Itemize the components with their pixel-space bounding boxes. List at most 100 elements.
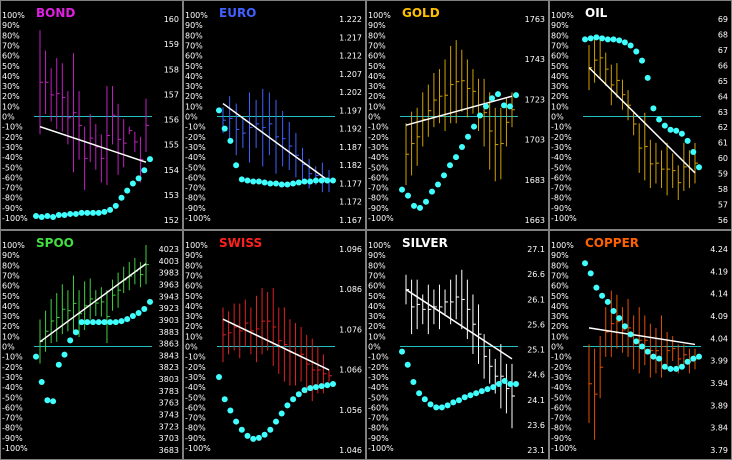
oscillator-dot [465, 133, 471, 140]
oscillator-tick-label: -10% [368, 353, 389, 362]
oscillator-dot [295, 391, 302, 398]
oscillator-tick-label: 60% [551, 282, 569, 291]
oscillator-dot [227, 137, 234, 144]
oscillator-tick-label: 10% [368, 332, 386, 341]
price-tick-label: 24.1 [527, 396, 545, 405]
oscillator-tick-label: 70% [368, 41, 386, 50]
oscillator-dot [433, 404, 440, 411]
oscillator-dot [33, 212, 39, 219]
oscillator-tick-label: 0% [185, 343, 198, 352]
oscillator-tick-label: -60% [185, 173, 206, 182]
oscillator-tick-label: 0% [551, 113, 564, 122]
oscillator-tick-label: -20% [368, 133, 389, 142]
oscillator-dot [233, 162, 240, 169]
oscillator-tick-label: 0% [368, 343, 381, 352]
oscillator-tick-label: -70% [368, 184, 389, 193]
price-tick-label: 1.056 [339, 406, 362, 415]
oscillator-tick-label: -30% [551, 373, 572, 382]
oscillator-tick-label: 40% [368, 72, 386, 81]
oscillator-dot [318, 177, 325, 184]
oscillator-tick-label: 0% [185, 113, 198, 122]
oscillator-tick-label: -30% [368, 143, 389, 152]
price-tick-label: 1.167 [339, 216, 362, 225]
price-tick-label: 3943 [159, 292, 179, 301]
oscillator-tick-label: -40% [551, 153, 572, 162]
oscillator-dot [644, 348, 651, 355]
oscillator-dot [639, 343, 645, 350]
oscillator-dot [661, 122, 668, 129]
price-tick-label: 62 [718, 123, 728, 132]
oscillator-dot [673, 365, 680, 372]
oscillator-dot [55, 361, 62, 368]
chart-panel-gold: 100%90%80%70% 60%50%40%30%20%10% 0%-10%-20… [366, 0, 549, 230]
oscillator-tick-label: 20% [368, 322, 386, 331]
chart-title: EURO [219, 6, 256, 20]
oscillator-dot [307, 178, 314, 185]
oscillator-dot [101, 208, 108, 215]
oscillator-tick-label: 80% [2, 31, 20, 40]
price-tick-label: 3.79 [710, 446, 728, 455]
price-tick-label: 56 [718, 216, 728, 225]
oscillator-dot [610, 307, 617, 314]
oscillator-dot [604, 36, 611, 43]
oscillator-dot [72, 210, 79, 217]
oscillator-dot [84, 319, 91, 326]
oscillator-dot [129, 180, 136, 187]
oscillator-dot [501, 102, 507, 109]
price-tick-label: 23.1 [527, 446, 545, 455]
oscillator-dot [330, 177, 336, 184]
price-tick-label: 3783 [159, 387, 179, 396]
oscillator-dot [690, 149, 697, 156]
oscillator-dot [604, 298, 611, 305]
price-tick-label: 156 [164, 116, 179, 125]
oscillator-dot [101, 319, 108, 326]
oscillator-tick-label: -10% [551, 353, 572, 362]
price-tick-label: 1.217 [339, 33, 362, 42]
oscillator-dot [411, 202, 417, 209]
panel-border [549, 0, 732, 230]
oscillator-dot [438, 404, 445, 411]
price-tick-label: 3.94 [710, 379, 728, 388]
oscillator-dot [147, 156, 153, 163]
price-tick-label: 27.1 [527, 245, 545, 254]
oscillator-tick-label: 90% [551, 251, 569, 260]
oscillator-tick-label: -60% [368, 403, 389, 412]
oscillator-dot [661, 363, 668, 370]
oscillator-dot [227, 407, 234, 414]
price-tick-label: 155 [164, 141, 179, 150]
oscillator-dot [141, 167, 148, 174]
oscillator-dot [238, 176, 245, 183]
price-tick-label: 1763 [525, 15, 545, 24]
oscillator-tick-label: -60% [551, 173, 572, 182]
oscillator-dot [84, 209, 91, 216]
oscillator-dot [141, 305, 148, 312]
chart-panel-swiss: 100%90%80%70% 60%50%40%30%20%10% 0%-10%-20… [183, 230, 366, 460]
oscillator-tick-label: 70% [368, 271, 386, 280]
oscillator-tick-label: 80% [185, 31, 203, 40]
oscillator-tick-label: 90% [185, 21, 203, 30]
oscillator-dot [221, 396, 228, 403]
oscillator-dot [696, 353, 702, 360]
oscillator-tick-label: 30% [551, 82, 569, 91]
oscillator-tick-label: 60% [368, 282, 386, 291]
price-tick-label: 58 [718, 185, 728, 194]
oscillator-tick-label: 20% [2, 322, 20, 331]
oscillator-tick-label: 30% [551, 312, 569, 321]
oscillator-dot [250, 435, 257, 442]
price-tick-label: 4.04 [710, 334, 728, 343]
oscillator-dot [616, 37, 623, 44]
price-tick-label: 25.6 [527, 320, 545, 329]
chart-panel-copper: 100%90%80%70% 60%50%40%30%20%10% 0%-10%-20… [549, 230, 732, 460]
oscillator-dot [255, 178, 262, 185]
chart-panel-spoo: 100%90%80%70% 60%50%40%30%20%10% 0%-10%-20… [0, 230, 183, 460]
oscillator-tick-label: -50% [551, 393, 572, 402]
oscillator-dot [78, 209, 85, 216]
regression-trend-line [588, 327, 696, 346]
oscillator-tick-label: -80% [2, 424, 23, 433]
oscillator-dot [284, 402, 291, 409]
oscillator-dot [284, 181, 291, 188]
regression-trend-line [405, 95, 513, 126]
price-tick-label: 67 [718, 46, 728, 55]
oscillator-tick-label: 80% [368, 261, 386, 270]
price-tick-label: 59 [718, 170, 728, 179]
